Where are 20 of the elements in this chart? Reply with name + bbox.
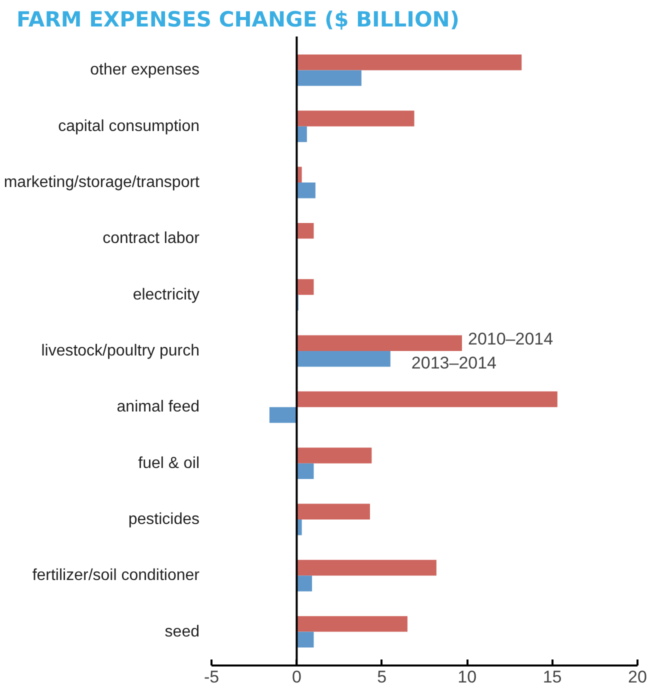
chart-title: FARM EXPENSES CHANGE ($ BILLION) [16,8,460,32]
x-tick-label: 15 [542,668,562,686]
y-tick-label: pesticides [128,510,200,528]
y-tick-label: animal feed [116,398,200,416]
series-label: 2010–2014 [468,330,554,349]
y-tick-label: capital consumption [58,118,200,135]
x-tick-label: 10 [458,668,477,686]
y-tick-label: livestock/poultry purch [41,342,200,360]
x-tick-label: 20 [628,668,647,686]
x-tick-label: -5 [204,668,220,686]
y-tick-label: other expenses [90,62,200,79]
x-tick-label: 0 [292,668,302,686]
y-tick-label: electricity [132,286,200,304]
x-tick-label: 5 [377,668,387,686]
y-tick-label: fuel & oil [138,454,200,472]
y-tick-label: marketing/storage/transport [4,174,200,192]
y-tick-label: contract labor [102,230,200,248]
y-tick-label: seed [164,623,200,640]
series-label: 2013–2014 [411,353,497,372]
y-tick-label: fertilizer/soil conditioner [32,567,200,584]
